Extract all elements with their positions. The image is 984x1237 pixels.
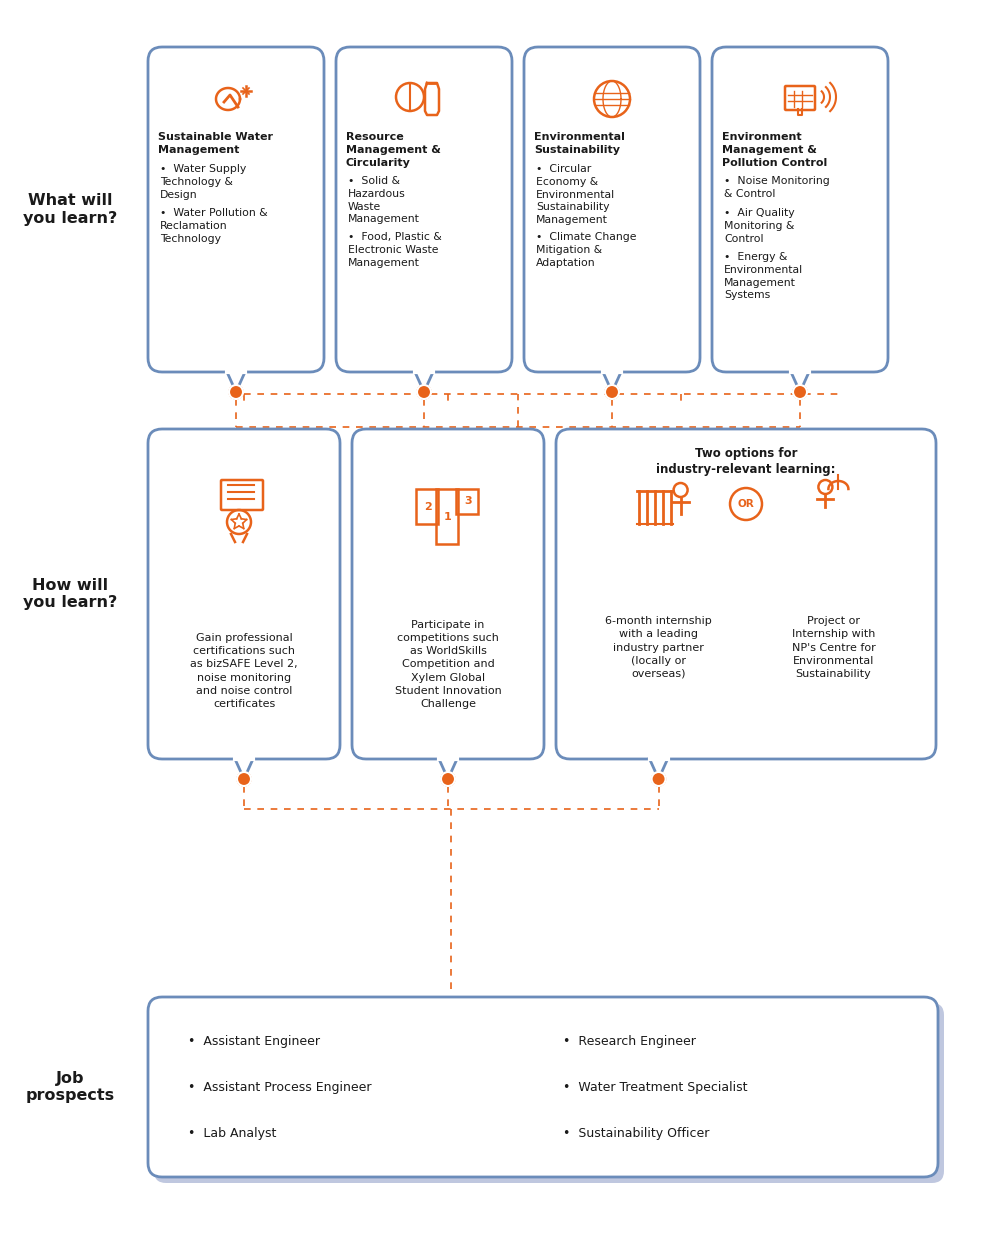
- FancyBboxPatch shape: [154, 1003, 944, 1183]
- Circle shape: [417, 385, 431, 400]
- FancyBboxPatch shape: [352, 429, 544, 760]
- Bar: [436, 489, 458, 544]
- Text: Gain professional
certifications such
as bizSAFE Level 2,
noise monitoring
and n: Gain professional certifications such as…: [190, 633, 298, 709]
- Polygon shape: [227, 372, 245, 392]
- Circle shape: [651, 772, 665, 785]
- Polygon shape: [603, 372, 621, 392]
- Text: Two options for
industry-relevant learning:: Two options for industry-relevant learni…: [656, 447, 835, 476]
- Text: •  Energy &
Environmental
Management
Systems: • Energy & Environmental Management Syst…: [724, 252, 803, 301]
- Text: Project or
Internship with
NP's Centre for
Environmental
Sustainability: Project or Internship with NP's Centre f…: [791, 616, 876, 679]
- Polygon shape: [649, 760, 667, 779]
- Text: Environment
Management &
Pollution Control: Environment Management & Pollution Contr…: [722, 132, 828, 167]
- Text: 6-month internship
with a leading
industry partner
(locally or
overseas): 6-month internship with a leading indust…: [605, 616, 712, 679]
- Text: Sustainable Water
Management: Sustainable Water Management: [158, 132, 273, 155]
- FancyBboxPatch shape: [556, 429, 936, 760]
- Bar: [416, 489, 438, 524]
- Text: What will
you learn?: What will you learn?: [23, 193, 117, 225]
- Text: •  Research Engineer: • Research Engineer: [563, 1035, 696, 1048]
- Text: •  Water Treatment Specialist: • Water Treatment Specialist: [563, 1081, 748, 1094]
- Text: •  Lab Analyst: • Lab Analyst: [188, 1127, 277, 1141]
- Text: •  Climate Change
Mitigation &
Adaptation: • Climate Change Mitigation & Adaptation: [536, 233, 637, 267]
- Text: •  Food, Plastic &
Electronic Waste
Management: • Food, Plastic & Electronic Waste Manag…: [348, 233, 442, 267]
- Circle shape: [441, 772, 455, 785]
- Text: How will
you learn?: How will you learn?: [23, 578, 117, 610]
- Text: OR: OR: [738, 499, 755, 508]
- FancyBboxPatch shape: [524, 47, 700, 372]
- FancyBboxPatch shape: [148, 429, 340, 760]
- Text: •  Air Quality
Monitoring &
Control: • Air Quality Monitoring & Control: [724, 208, 795, 244]
- Text: Environmental
Sustainability: Environmental Sustainability: [534, 132, 625, 155]
- Text: 1: 1: [444, 512, 452, 522]
- Text: •  Assistant Engineer: • Assistant Engineer: [188, 1035, 320, 1048]
- Text: •  Solid &
Hazardous
Waste
Management: • Solid & Hazardous Waste Management: [348, 176, 420, 224]
- Circle shape: [730, 489, 762, 520]
- Text: 2: 2: [424, 501, 432, 512]
- Circle shape: [793, 385, 807, 400]
- Polygon shape: [439, 760, 457, 779]
- Polygon shape: [415, 372, 433, 392]
- Text: 3: 3: [464, 496, 471, 506]
- Text: Resource
Management &
Circularity: Resource Management & Circularity: [346, 132, 441, 167]
- FancyBboxPatch shape: [712, 47, 888, 372]
- Circle shape: [605, 385, 619, 400]
- FancyBboxPatch shape: [336, 47, 512, 372]
- Text: •  Assistant Process Engineer: • Assistant Process Engineer: [188, 1081, 372, 1094]
- Text: •  Water Pollution &
Reclamation
Technology: • Water Pollution & Reclamation Technolo…: [160, 208, 268, 244]
- Circle shape: [229, 385, 243, 400]
- Text: •  Water Supply
Technology &
Design: • Water Supply Technology & Design: [160, 165, 246, 199]
- Circle shape: [237, 772, 251, 785]
- Polygon shape: [791, 372, 809, 392]
- FancyBboxPatch shape: [148, 997, 938, 1176]
- Polygon shape: [235, 760, 253, 779]
- Text: •  Sustainability Officer: • Sustainability Officer: [563, 1127, 709, 1141]
- Text: Job
prospects: Job prospects: [26, 1071, 114, 1103]
- Text: •  Circular
Economy &
Environmental
Sustainability
Management: • Circular Economy & Environmental Susta…: [536, 165, 615, 225]
- FancyBboxPatch shape: [148, 47, 324, 372]
- Text: Participate in
competitions such
as WorldSkills
Competition and
Xylem Global
Stu: Participate in competitions such as Worl…: [395, 620, 502, 709]
- Text: •  Noise Monitoring
& Control: • Noise Monitoring & Control: [724, 176, 830, 199]
- Bar: [456, 489, 478, 515]
